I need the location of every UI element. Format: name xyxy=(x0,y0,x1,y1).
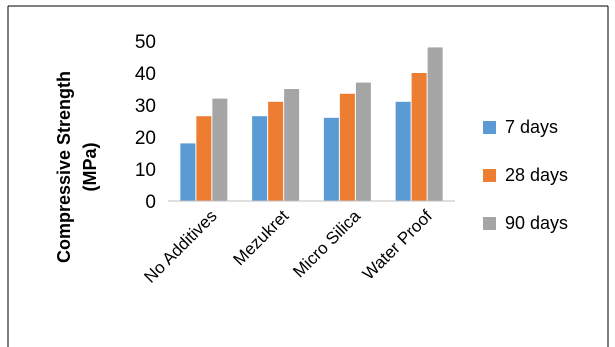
bar-28-days-no-additives xyxy=(196,116,212,201)
legend-label: 28 days xyxy=(505,165,568,185)
y-tick-label: 0 xyxy=(145,192,156,213)
legend-swatch xyxy=(483,217,496,230)
legend-swatch xyxy=(483,121,496,134)
y-tick-label: 20 xyxy=(135,128,156,149)
y-tick-label: 10 xyxy=(135,160,156,181)
bar-28-days-micro-silica xyxy=(339,93,355,201)
x-category-label: Water Proof xyxy=(359,206,436,283)
y-axis-title-line1: Compressive Strength xyxy=(54,71,74,263)
x-category-label: Mezukret xyxy=(230,206,293,269)
bar-7-days-mezukret xyxy=(252,116,268,201)
legend-label: 7 days xyxy=(505,117,558,137)
y-tick-label: 50 xyxy=(135,32,156,53)
bar-7-days-no-additives xyxy=(180,143,196,201)
x-category-label: No Additives xyxy=(140,206,220,286)
y-tick-label: 30 xyxy=(135,96,156,117)
x-category-label: Micro Silica xyxy=(289,206,364,281)
y-axis-ticks: 0 10 20 30 40 50 xyxy=(135,32,156,213)
bar-7-days-water-proof xyxy=(395,101,411,201)
bar-90-days-no-additives xyxy=(212,98,228,201)
bar-90-days-water-proof xyxy=(427,47,443,202)
bar-28-days-mezukret xyxy=(268,101,284,201)
legend-label: 90 days xyxy=(505,213,568,233)
legend-swatch xyxy=(483,169,496,182)
bars-group xyxy=(180,47,443,202)
y-axis-title-line2: (MPa) xyxy=(80,142,100,191)
bar-90-days-micro-silica xyxy=(355,82,371,201)
bar-28-days-water-proof xyxy=(411,73,427,201)
bar-90-days-mezukret xyxy=(284,89,300,201)
y-tick-label: 40 xyxy=(135,64,156,85)
legend: 7 days 28 days 90 days xyxy=(483,117,568,233)
bar-7-days-micro-silica xyxy=(323,117,339,201)
